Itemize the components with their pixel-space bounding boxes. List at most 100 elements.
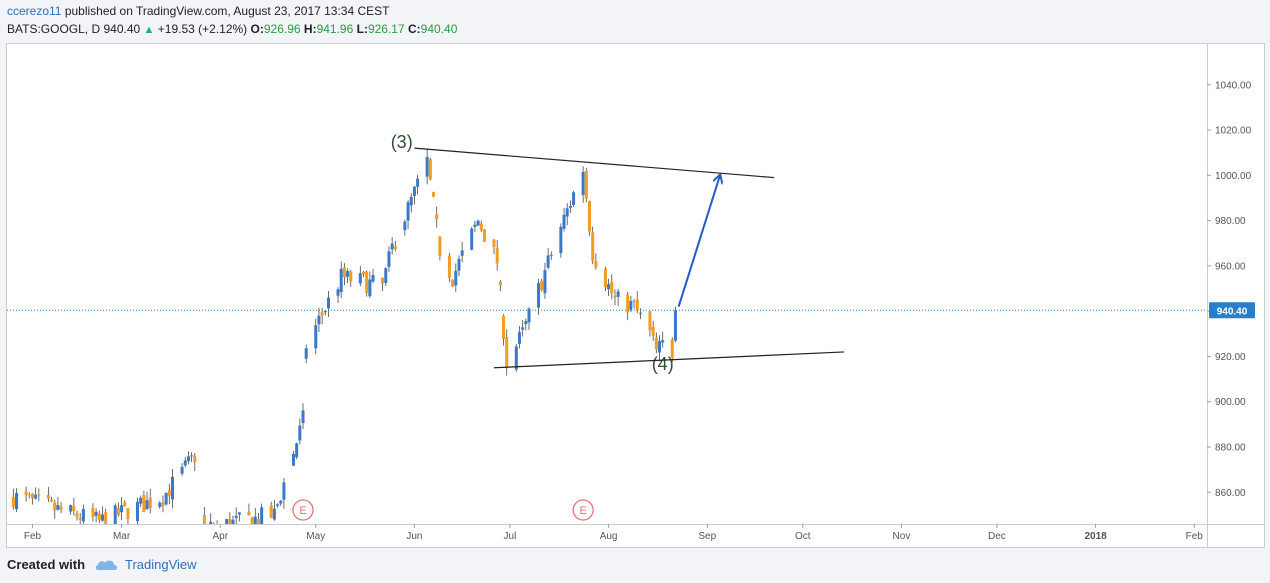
tradingview-link[interactable]: TradingView: [125, 557, 197, 572]
candle-up: [113, 505, 117, 524]
candle-up: [524, 321, 528, 325]
candle-up: [371, 275, 375, 282]
low-label: L:: [356, 22, 368, 36]
candle-down: [495, 248, 499, 264]
created-with-label: Created with: [7, 557, 86, 572]
candle-up: [537, 283, 541, 308]
candle-down: [479, 223, 483, 231]
published-text: published on TradingView.com, August 23,…: [64, 4, 390, 18]
last-price-value: 940.40: [103, 22, 141, 36]
candle-up: [326, 297, 330, 309]
candle-down: [161, 502, 165, 506]
candle-down: [53, 502, 57, 511]
candle-down: [349, 271, 353, 282]
footer: Created with TradingView: [7, 557, 197, 572]
up-triangle-icon: ▲: [143, 24, 155, 36]
candle-up: [470, 228, 474, 250]
x-tick-label: Aug: [600, 531, 618, 542]
candle-down: [142, 495, 146, 513]
y-tick-label: 920.00: [1215, 352, 1246, 363]
candle-up: [298, 425, 302, 441]
candle-down: [587, 201, 591, 232]
candle-down: [123, 502, 127, 507]
candle-up: [190, 455, 194, 457]
candle-down: [30, 493, 34, 499]
candle-up: [282, 482, 286, 500]
publish-info: ccerezo11 published on TradingView.com, …: [7, 4, 390, 18]
candle-down: [632, 300, 636, 302]
author-link[interactable]: ccerezo11: [7, 4, 62, 18]
candle-up: [416, 178, 420, 187]
candle-up: [216, 525, 219, 528]
candle-up: [209, 521, 213, 524]
candle-up: [206, 525, 209, 528]
candle-down: [46, 495, 50, 499]
candle-up: [158, 502, 162, 507]
earnings-label: E: [579, 505, 586, 517]
earnings-marker: [292, 499, 314, 521]
x-tick-label: 2018: [1084, 531, 1107, 542]
candle-up: [517, 332, 521, 344]
candle-up: [559, 227, 563, 254]
candle-down: [75, 513, 79, 518]
x-tick-label: Feb: [24, 531, 42, 542]
candle-up: [673, 310, 677, 341]
candle-up: [34, 494, 38, 499]
candle-down: [228, 518, 232, 524]
x-tick-label: Jul: [504, 531, 517, 542]
candle-down: [393, 246, 397, 250]
last-price-marker: [1209, 302, 1255, 319]
candle-down: [256, 518, 260, 524]
last-price-label: 940.40: [1217, 306, 1248, 317]
candle-down: [613, 295, 617, 298]
open-value: 926.96: [263, 22, 301, 36]
candle-down: [50, 499, 54, 502]
candle-up: [409, 196, 413, 206]
change-value: +19.53 (+2.12%): [157, 22, 248, 36]
x-tick-label: Sep: [698, 531, 716, 542]
candle-down: [670, 339, 674, 359]
x-tick-label: Mar: [113, 531, 131, 542]
candle-up: [237, 512, 241, 515]
open-label: O:: [250, 22, 264, 36]
candle-down: [116, 507, 120, 516]
candle-down: [320, 312, 324, 316]
wave-label: (4): [652, 354, 674, 374]
candle-up: [145, 500, 149, 510]
candle-up: [15, 493, 19, 509]
candle-up: [56, 505, 60, 510]
price-chart[interactable]: 1040.001020.001000.00980.00960.00940.009…: [7, 44, 1264, 547]
candle-up: [276, 504, 280, 506]
candle-up: [658, 341, 662, 353]
y-tick-label: 880.00: [1215, 443, 1246, 454]
candle-up: [358, 273, 362, 284]
candle-up: [390, 243, 394, 250]
candle-up: [406, 202, 410, 221]
candle-up: [473, 224, 477, 228]
candle-down: [72, 506, 76, 512]
candle-up: [514, 346, 518, 370]
earnings-marker: [572, 499, 594, 521]
candle-down: [365, 271, 369, 293]
candle-down: [482, 229, 486, 242]
y-tick-label: 1020.00: [1215, 126, 1252, 137]
y-tick-label: 960.00: [1215, 261, 1246, 272]
candle-up: [136, 501, 140, 521]
chart-area[interactable]: 1040.001020.001000.00980.00960.00940.009…: [6, 43, 1265, 548]
candle-down: [428, 159, 432, 180]
x-tick-label: Feb: [1186, 531, 1204, 542]
candle-down: [654, 337, 658, 350]
candle-down: [167, 489, 171, 497]
candle-up: [549, 254, 553, 256]
candle-up: [368, 279, 372, 297]
candle-down: [651, 326, 655, 336]
candle-down: [11, 496, 15, 508]
candle-down: [361, 272, 365, 275]
candle-down: [498, 281, 502, 286]
candle-down: [59, 506, 63, 510]
candle-up: [521, 327, 525, 330]
candle-up: [661, 340, 665, 343]
candle-down: [451, 279, 455, 287]
candle-down: [24, 491, 28, 496]
candle-down: [37, 494, 41, 496]
